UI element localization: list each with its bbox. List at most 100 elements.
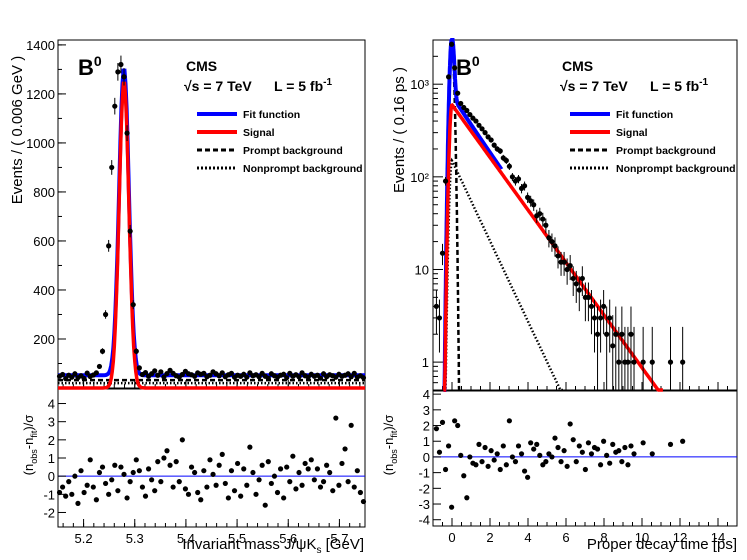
x-tick-label: 5.4 — [177, 531, 195, 546]
data-point — [155, 372, 161, 378]
data-point — [127, 228, 133, 234]
residual-point — [84, 482, 90, 488]
data-point — [473, 118, 479, 124]
data-point — [130, 302, 136, 308]
residual-point — [357, 489, 363, 496]
data-point — [591, 315, 598, 321]
nonprompt-background-curve — [443, 157, 565, 392]
residual-point — [667, 441, 674, 447]
data-point — [619, 331, 625, 337]
y-tick-label: 10 — [415, 262, 429, 277]
residual-point — [555, 444, 561, 451]
residual-y-tick-label: 1 — [423, 434, 430, 449]
residual-point — [81, 489, 87, 496]
residual-point — [296, 469, 302, 476]
data-point — [93, 370, 99, 376]
residual-point — [528, 440, 534, 446]
residual-point — [287, 479, 293, 485]
residual-point — [442, 466, 449, 473]
residual-point — [305, 466, 311, 472]
residual-point — [439, 419, 446, 425]
residual-point — [482, 444, 488, 451]
data-point — [60, 371, 66, 378]
residual-point — [564, 463, 570, 469]
residual-point — [458, 452, 464, 458]
residual-point — [311, 477, 317, 483]
data-point — [515, 176, 522, 182]
data-point — [552, 243, 558, 249]
residual-point — [579, 449, 585, 455]
residual-point — [182, 486, 189, 492]
residual-point — [60, 484, 66, 490]
residual-point — [631, 451, 637, 457]
residual-point — [247, 444, 253, 450]
data-point — [449, 41, 455, 47]
residual-point — [537, 452, 543, 458]
data-point — [317, 375, 324, 381]
experiment-label: CMS — [562, 58, 593, 74]
panel-mass: 200 400 600 800 1000 1200 1400 5.2 5.3 5.4 5.5 5.6 5… — [9, 38, 367, 556]
residual-point — [112, 462, 118, 468]
residual-point — [222, 480, 228, 487]
x-tick-label: 6 — [562, 530, 569, 545]
x-tick-label: 8 — [600, 530, 607, 545]
residual-point — [585, 440, 592, 446]
residual-point — [127, 479, 133, 485]
residual-point — [640, 440, 646, 446]
data-point — [597, 315, 604, 321]
data-point — [439, 250, 446, 256]
data-point — [265, 375, 271, 381]
residual-point — [594, 446, 601, 452]
residual-point — [518, 451, 525, 457]
residual-point — [158, 479, 164, 485]
data-point — [610, 343, 616, 349]
residual-y-tick-label: 2 — [48, 433, 55, 448]
residual-point — [570, 437, 576, 443]
residual-point — [290, 453, 296, 459]
y-tick-label: 600 — [33, 234, 55, 249]
residual-point — [149, 477, 155, 483]
residual-y-tick-label: 0 — [48, 469, 55, 484]
residual-point — [302, 460, 308, 467]
data-point — [207, 372, 213, 378]
data-point — [631, 359, 637, 365]
data-point — [296, 374, 302, 380]
residual-point — [317, 484, 324, 490]
y-tick-label: 1000 — [26, 136, 55, 151]
residual-point — [327, 469, 333, 476]
data-point — [360, 375, 367, 381]
residual-point — [69, 491, 75, 497]
residual-point — [204, 484, 210, 490]
residual-point — [164, 448, 170, 454]
residual-point — [145, 466, 152, 472]
residual-point — [455, 422, 461, 429]
residual-point — [284, 464, 290, 470]
residual-point — [259, 462, 265, 468]
data-point — [546, 235, 552, 241]
residual-point — [597, 462, 604, 468]
residual-point — [515, 443, 522, 449]
residual-axis-label: (nobs-nfit)/σ — [381, 415, 399, 476]
residual-y-tick-label: 0 — [423, 450, 430, 465]
data-point — [256, 374, 262, 380]
data-point — [579, 275, 585, 282]
y-tick-label: 1 — [422, 355, 429, 370]
data-point — [106, 243, 112, 249]
data-point — [628, 331, 634, 337]
data-point — [96, 363, 103, 370]
data-point — [133, 348, 139, 354]
energy-label: √s = 7 TeV — [184, 78, 252, 94]
fit-function-curve — [58, 68, 365, 378]
data-point — [588, 303, 595, 309]
data-point — [455, 90, 461, 96]
residual-point — [452, 418, 458, 424]
data-point — [142, 369, 149, 376]
residual-point — [576, 443, 582, 449]
residual-point — [308, 457, 314, 463]
residual-point — [473, 462, 479, 468]
x-tick-label: 14 — [711, 530, 725, 545]
residual-point — [552, 435, 558, 441]
residual-point — [136, 468, 142, 474]
residual-point — [152, 488, 158, 494]
